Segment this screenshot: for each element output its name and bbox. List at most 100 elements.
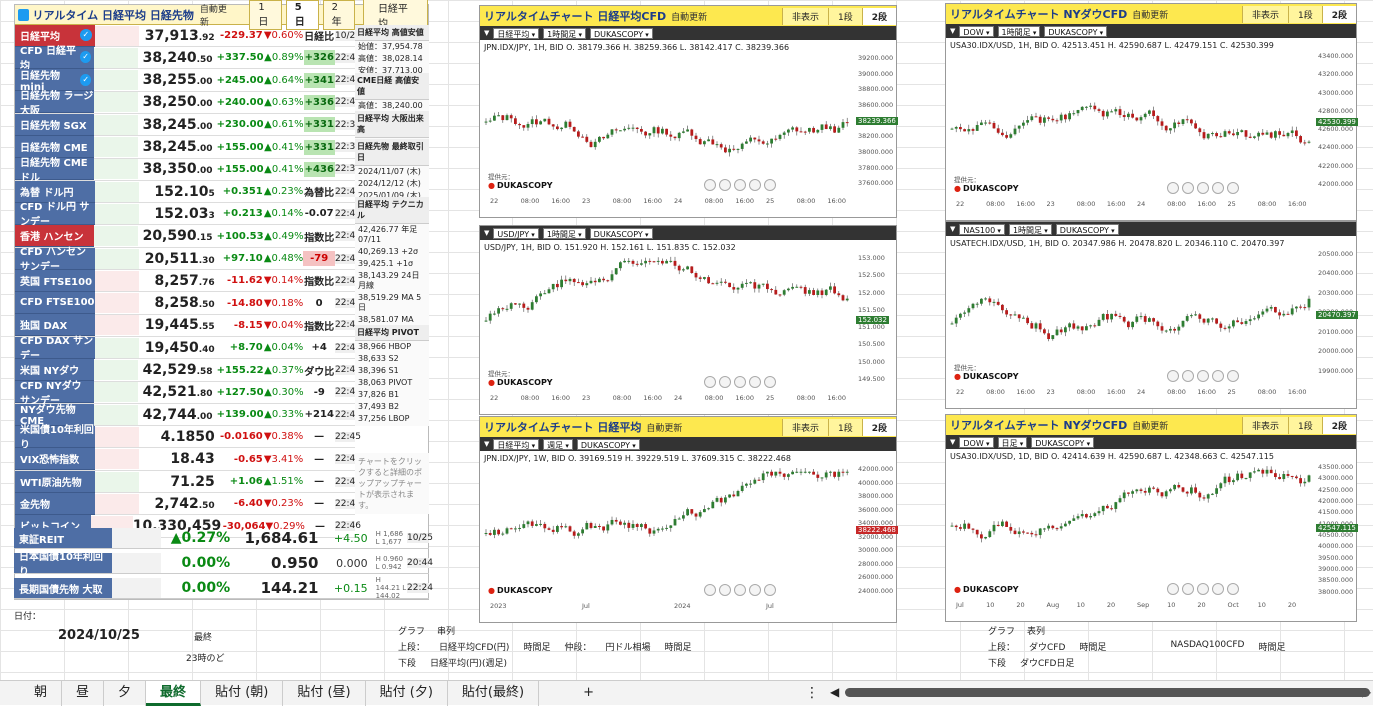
quote-name[interactable]: 日経先物 CME [15, 136, 95, 158]
sheet-tab[interactable]: 最終 [146, 680, 202, 706]
sparkline[interactable] [94, 315, 139, 336]
search-icon[interactable] [764, 376, 776, 388]
quote-name[interactable]: NYダウ先物 CME [15, 403, 95, 427]
one-row-button[interactable]: 1段 [1288, 416, 1322, 434]
sparkline[interactable] [94, 181, 139, 202]
quote-name[interactable]: 日経平均 ✓ [15, 24, 95, 47]
sparkline[interactable] [94, 25, 139, 46]
provider-select[interactable]: DUKASCOPY [589, 27, 653, 39]
symbol-select[interactable]: 日経平均 [493, 27, 540, 39]
quote-name[interactable]: CFD ハンセン サンデー [15, 247, 95, 273]
sparkline[interactable] [94, 293, 139, 314]
quote-name[interactable]: 日経先物 mini ✓ [15, 69, 95, 93]
hide-button[interactable]: 非表示 [1241, 416, 1288, 434]
candlestick-chart[interactable] [484, 54, 852, 195]
zoom-in-icon[interactable] [719, 179, 731, 191]
sparkline[interactable] [94, 92, 138, 113]
sparkline[interactable] [94, 114, 138, 135]
zoom-out-icon[interactable] [704, 584, 716, 596]
search-icon[interactable] [1227, 583, 1239, 595]
sparkline[interactable] [94, 404, 138, 425]
sparkline[interactable] [112, 528, 162, 548]
range-1d-button[interactable]: 1日 [249, 0, 282, 30]
sparkline[interactable] [94, 382, 138, 403]
hide-button[interactable]: 非表示 [1241, 5, 1288, 23]
search-icon[interactable] [1227, 182, 1239, 194]
range-5d-button[interactable]: 5日 [285, 0, 319, 30]
sheet-tab[interactable]: 貼付 (朝) [201, 680, 284, 706]
sparkline[interactable] [112, 553, 162, 573]
two-row-button[interactable]: 2段 [1321, 5, 1356, 23]
two-row-button[interactable]: 2段 [861, 418, 896, 436]
chart-menu-icon[interactable]: ▼ [950, 225, 956, 233]
sparkline[interactable] [94, 449, 139, 470]
sparkline[interactable] [94, 70, 138, 91]
quote-name[interactable]: 米国債10年利回り [15, 425, 95, 451]
quote-name[interactable]: CFD NYダウ サンデー [15, 381, 95, 407]
zoom-out-icon[interactable] [704, 376, 716, 388]
quote-name[interactable]: 日経先物 ラージ大阪 [15, 91, 95, 117]
one-row-button[interactable]: 1段 [1288, 5, 1322, 23]
zoom-out-icon[interactable] [1167, 370, 1179, 382]
hide-button[interactable]: 非表示 [781, 418, 828, 436]
play-icon[interactable] [749, 179, 761, 191]
sparkline[interactable] [94, 337, 139, 358]
sparkline[interactable] [112, 578, 162, 598]
timeframe-select[interactable]: 1時間足 [542, 227, 586, 239]
reset-icon[interactable] [1197, 370, 1209, 382]
symbol-select[interactable]: DOW [959, 25, 994, 37]
sparkline[interactable] [94, 137, 138, 157]
sparkline[interactable] [94, 360, 138, 380]
quote-name[interactable]: 英国 FTSE100 [15, 269, 95, 292]
zoom-in-icon[interactable] [1182, 182, 1194, 194]
horizontal-scrollbar[interactable] [845, 688, 1370, 697]
quote-name[interactable]: 金先物 [15, 492, 95, 515]
range-2y-button[interactable]: 2年 [322, 0, 355, 30]
provider-select[interactable]: DUKASCOPY [1044, 25, 1108, 37]
reset-icon[interactable] [734, 376, 746, 388]
reset-icon[interactable] [1197, 182, 1209, 194]
play-icon[interactable] [749, 376, 761, 388]
candlestick-chart[interactable] [484, 254, 852, 392]
quote-name[interactable]: 為替 ドル円 [15, 180, 95, 203]
add-sheet-button[interactable]: + [583, 684, 594, 700]
sparkline[interactable] [94, 159, 138, 180]
two-row-button[interactable]: 2段 [861, 7, 896, 25]
chart-menu-icon[interactable]: ▼ [484, 229, 490, 237]
zoom-out-icon[interactable] [1167, 182, 1179, 194]
sparkline[interactable] [94, 471, 139, 492]
one-row-button[interactable]: 1段 [828, 418, 862, 436]
reset-icon[interactable] [1197, 583, 1209, 595]
more-options-icon[interactable]: ⋮ [805, 685, 819, 701]
quote-name[interactable]: VIX恐怖指数 [15, 448, 95, 471]
sparkline[interactable] [94, 270, 139, 291]
play-icon[interactable] [1212, 370, 1224, 382]
symbol-select[interactable]: USD/JPY [493, 227, 539, 239]
sheet-tab[interactable]: 昼 [62, 680, 105, 706]
sparkline[interactable] [94, 493, 139, 514]
twitter-icon[interactable]: ✓ [80, 73, 92, 86]
quote-name[interactable]: 日経先物 SGX [15, 113, 95, 136]
sparkline[interactable] [94, 226, 138, 247]
zoom-out-icon[interactable] [1167, 583, 1179, 595]
quote-name[interactable]: 香港 ハンセン [15, 225, 95, 248]
search-icon[interactable] [764, 584, 776, 596]
bottom-name[interactable]: 長期国債先物 大取 [14, 578, 113, 598]
symbol-select[interactable]: 日経平均 [493, 438, 540, 450]
timeframe-select[interactable]: 1時間足 [543, 27, 586, 39]
timeframe-select[interactable]: 1時間足 [1008, 223, 1052, 235]
hide-button[interactable]: 非表示 [781, 7, 828, 25]
one-row-button[interactable]: 1段 [828, 7, 862, 25]
zoom-in-icon[interactable] [1182, 370, 1194, 382]
play-icon[interactable] [1212, 182, 1224, 194]
sheet-tab[interactable]: 貼付 (昼) [283, 680, 366, 706]
play-icon[interactable] [1212, 583, 1224, 595]
bottom-name[interactable]: 東証REIT [14, 528, 113, 548]
sheet-tab[interactable]: 朝 [20, 680, 63, 706]
chart-menu-icon[interactable]: ▼ [950, 438, 956, 446]
quote-name[interactable]: WTI原油先物 [15, 470, 95, 493]
symbol-select[interactable]: NAS100 [959, 223, 1005, 235]
sheet-tab[interactable]: 貼付(最終) [448, 680, 540, 706]
quote-name[interactable]: CFD 日経平均 ✓ [15, 46, 95, 72]
provider-select[interactable]: DUKASCOPY [589, 227, 653, 239]
